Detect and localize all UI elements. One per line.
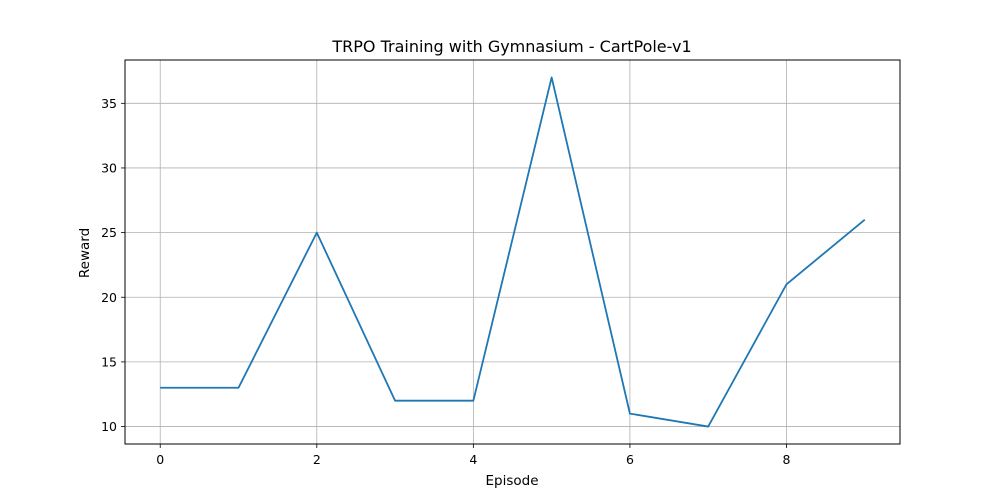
- y-tick-label: 10: [101, 419, 117, 434]
- y-tick-label: 20: [101, 290, 117, 305]
- y-tick-label: 30: [101, 160, 117, 175]
- y-tick-label: 25: [101, 225, 117, 240]
- plot-frame: [124, 59, 901, 445]
- series-layer: [160, 76, 866, 428]
- x-tick-label: 6: [626, 452, 634, 467]
- x-tick-label: 8: [783, 452, 791, 467]
- grid: [125, 60, 900, 444]
- y-axis-label: Reward: [77, 228, 93, 278]
- x-axis-label: Episode: [485, 473, 538, 489]
- ticks: 0 2 4 6 8 10 15 20 25 30 35: [101, 96, 790, 467]
- x-tick-label: 0: [156, 452, 164, 467]
- series-line: [160, 76, 866, 428]
- y-tick-label: 35: [101, 96, 117, 111]
- y-tick-label: 15: [101, 354, 117, 369]
- x-tick-label: 2: [313, 452, 321, 467]
- x-tick-label: 4: [469, 452, 477, 467]
- chart-title: TRPO Training with Gymnasium - CartPole-…: [331, 37, 691, 56]
